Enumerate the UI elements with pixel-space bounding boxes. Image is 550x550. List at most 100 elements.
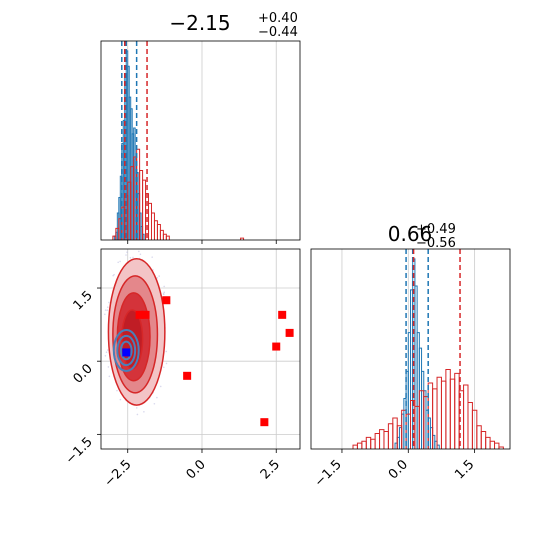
marginal-x-title-minus: −0.44 [258,25,298,40]
marginal-y-bin-red [436,376,442,449]
joint-ticks: −2.5 0.0 2.5 −1.5 0.0 1.5 [63,287,283,490]
joint-blue-contours [112,328,140,372]
marginal-y-bin-red [356,442,363,449]
marginal-y-bin-red [449,378,456,449]
marginal-x-quantile-lines [121,41,148,240]
marginal-x-histograms [112,50,245,240]
joint-red-marker [183,371,192,380]
joint-sample-point [119,398,122,401]
joint-blue-contour [119,340,133,361]
marginal-y-bin-red [379,429,385,449]
marginal-x-ticks [127,240,277,244]
marginal-x-title-value: −2.15 [169,11,230,35]
marginal-y-title-value: 0.66 [388,222,433,246]
joint-sample-point [158,275,160,277]
joint-red-marker [162,296,171,305]
joint-red-marker [135,310,144,319]
marginal-x-bin-red [240,237,245,240]
joint-blue-marker [122,348,131,357]
marginal-x-frame [100,40,301,241]
joint-sample-point [163,366,165,369]
marginal-y-bin-red [498,446,504,449]
joint-markers [122,296,294,427]
marginal-y-ticks: −1.5 0.0 1.5 [312,449,477,490]
marginal-y-bin-red [445,368,451,449]
marginal-y-bin-red [485,436,491,449]
marginal-x-title-plus: +0.40 [258,11,298,26]
joint-sample-point [139,253,142,256]
joint-sample-point [156,396,158,399]
joint-sample-point [138,250,140,253]
joint-red-marker [285,328,294,337]
joint-sample-point [106,309,109,311]
joint-x-tick-label: 0.0 [184,457,209,482]
marginal-x-gridlines [127,41,277,240]
joint-x-tick-label: −2.5 [102,457,135,490]
joint-sample-point [125,254,127,256]
marginal-y-bin-red [467,401,473,449]
marginal-y-frame [310,248,511,450]
joint-sample-point [116,389,118,392]
joint-sample-point [129,257,132,259]
marginal-y-title-plus: +0.49 [416,222,456,237]
joint-sample-point [104,313,106,316]
marginal-y-bin-red [352,444,358,449]
joint-y-tick-label: −1.5 [63,435,96,468]
joint-sample-point [119,260,121,263]
joint-sample-point [108,375,111,378]
marginal-y-tick-label: 0.0 [386,457,411,482]
joint-red-marker [278,310,287,319]
joint-blue-contour [112,328,140,372]
joint-sample-point [136,413,139,416]
joint-sample-point [162,293,165,296]
joint-sample-point [104,354,107,357]
marginal-y-bin-red [365,436,372,449]
marginal-y-bin-red [374,432,381,449]
joint-sample-point [153,402,156,405]
joint-sample-point [113,273,115,276]
joint-red-marker [260,418,269,427]
joint-frame [100,248,301,450]
joint-sample-point [117,261,119,264]
joint-sample-point [151,256,153,258]
joint-sample-point [163,291,166,294]
marginal-y-bin-red [463,384,469,449]
joint-panel: −2.5 0.0 2.5 −1.5 0.0 1.5 [63,248,301,490]
marginal-x-title: −2.15 [169,11,230,35]
joint-sample-point [107,366,110,368]
marginal-y-bin-red [370,438,376,449]
joint-sample-point [156,277,159,279]
marginal-x-bin-red [165,235,170,240]
joint-sample-point [165,350,168,353]
joint-sample-point [106,306,109,309]
marginal-y-title: 0.66 [388,222,433,246]
joint-sample-point [105,351,108,354]
marginal-y-bin-red [489,440,496,449]
marginal-y-bin-red [383,431,389,449]
joint-sample-point [108,301,110,304]
marginal-y-quantile-lines [405,249,461,449]
marginal-y-bin-red [454,372,460,449]
joint-red-marker [272,342,281,351]
joint-sample-point [143,410,145,413]
joint-blue-contour [116,334,137,367]
marginal-y-panel: −1.5 0.0 1.5 0.66 +0.49 −0.56 [310,222,511,490]
marginal-y-tick-label: 1.5 [452,457,477,482]
joint-red-marker [141,310,150,319]
joint-x-tick-label: 2.5 [258,457,283,482]
marginal-y-bin-red [494,442,500,449]
joint-red-contours [107,258,166,406]
joint-sample-point [135,407,138,409]
marginal-y-title-minus: −0.56 [416,236,456,251]
joint-sample-point [163,285,165,288]
marginal-y-bin-red [440,380,447,449]
marginal-y-tick-label: −1.5 [312,457,345,490]
joint-sample-point [132,256,134,259]
joint-sample-point [165,362,168,365]
joint-y-tick-label: 0.0 [71,361,96,386]
joint-sample-point [159,385,162,388]
marginal-y-bin-red [361,440,367,449]
joint-sample-point [106,349,109,351]
marginal-y-bin-red [476,425,482,449]
